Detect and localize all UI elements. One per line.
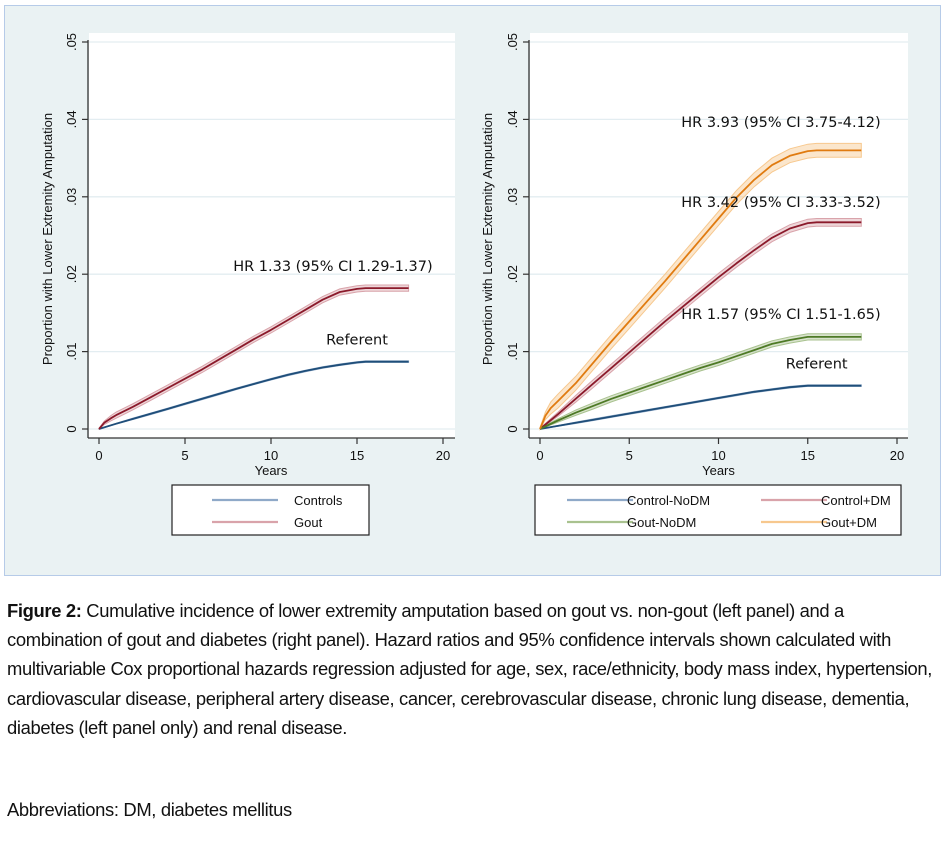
x-axis-title: Years	[255, 463, 288, 478]
legend-box	[534, 484, 902, 536]
x-tick-label: 20	[436, 448, 450, 463]
legend-box	[171, 484, 370, 536]
series-line-control-nodm	[539, 384, 862, 430]
legend-label: Controls	[294, 493, 343, 508]
right-panel-chart: 0 .01 .02 .03 .04 .05 0 5 10 15 20 Years Proportion …	[480, 33, 908, 536]
legend-label: Gout	[294, 515, 323, 530]
series-line-gout-dm	[539, 149, 862, 430]
caption-text: Cumulative incidence of lower extremity …	[7, 600, 933, 738]
y-tick-label: .02	[64, 265, 79, 283]
charts-canvas: 0 .01 .02 .03 .04 .05 0 5 10 15 20 Years Proportion …	[40, 33, 908, 536]
legend-label: Gout+DM	[821, 515, 877, 530]
legend-label: Control+DM	[821, 493, 891, 508]
series-line-controls	[98, 360, 409, 430]
hazard-ratio-label: HR 1.33 (95% CI 1.29-1.37)	[233, 259, 432, 275]
x-tick-label: 5	[626, 448, 633, 463]
left-panel-chart: 0 .01 .02 .03 .04 .05 0 5 10 15 20 Years Proportion …	[40, 33, 455, 536]
x-tick-label: 10	[264, 448, 278, 463]
y-tick-label: 0	[505, 425, 520, 432]
x-axis-title: Years	[702, 463, 735, 478]
x-tick-label: 20	[890, 448, 904, 463]
ci-band-control-dm	[539, 218, 862, 430]
series-line-gout	[98, 287, 409, 430]
y-tick-label: .05	[505, 33, 520, 51]
plot-area	[89, 33, 455, 438]
referent-label: Referent	[326, 333, 388, 349]
x-tick-label: 15	[350, 448, 364, 463]
x-tick-label: 10	[711, 448, 725, 463]
y-tick-label: .04	[64, 110, 79, 128]
ci-band-gout	[98, 284, 410, 431]
y-axis-title: Proportion with Lower Extremity Amputati…	[480, 113, 495, 365]
y-axis-title: Proportion with Lower Extremity Amputati…	[40, 113, 55, 365]
hazard-ratio-label: HR 3.42 (95% CI 3.33-3.52)	[681, 195, 880, 211]
y-tick-label: .05	[64, 33, 79, 51]
hazard-ratio-label: HR 3.93 (95% CI 3.75-4.12)	[681, 115, 880, 131]
y-tick-label: .01	[64, 343, 79, 361]
x-tick-label: 15	[801, 448, 815, 463]
y-tick-label: .01	[505, 343, 520, 361]
series-line-control-dm	[539, 221, 862, 430]
referent-label: Referent	[786, 357, 848, 373]
y-tick-label: 0	[64, 425, 79, 432]
figure-caption: Figure 2: Cumulative incidence of lower …	[7, 596, 942, 742]
series-line-gout-nodm	[539, 335, 862, 430]
abbreviations-note: Abbreviations: DM, diabetes mellitus	[7, 799, 292, 820]
y-tick-label: .03	[505, 188, 520, 206]
x-tick-label: 0	[536, 448, 543, 463]
legend-label: Control-NoDM	[627, 493, 710, 508]
y-tick-label: .03	[64, 188, 79, 206]
hazard-ratio-label: HR 1.57 (95% CI 1.51-1.65)	[681, 307, 880, 323]
y-tick-label: .04	[505, 110, 520, 128]
figure-label: Figure 2:	[7, 600, 82, 621]
y-tick-label: .02	[505, 265, 520, 283]
ci-band-gout-nodm	[539, 333, 862, 430]
x-tick-label: 0	[95, 448, 102, 463]
x-tick-label: 5	[181, 448, 188, 463]
ci-band-gout-dm	[539, 142, 862, 431]
legend-label: Gout-NoDM	[627, 515, 696, 530]
